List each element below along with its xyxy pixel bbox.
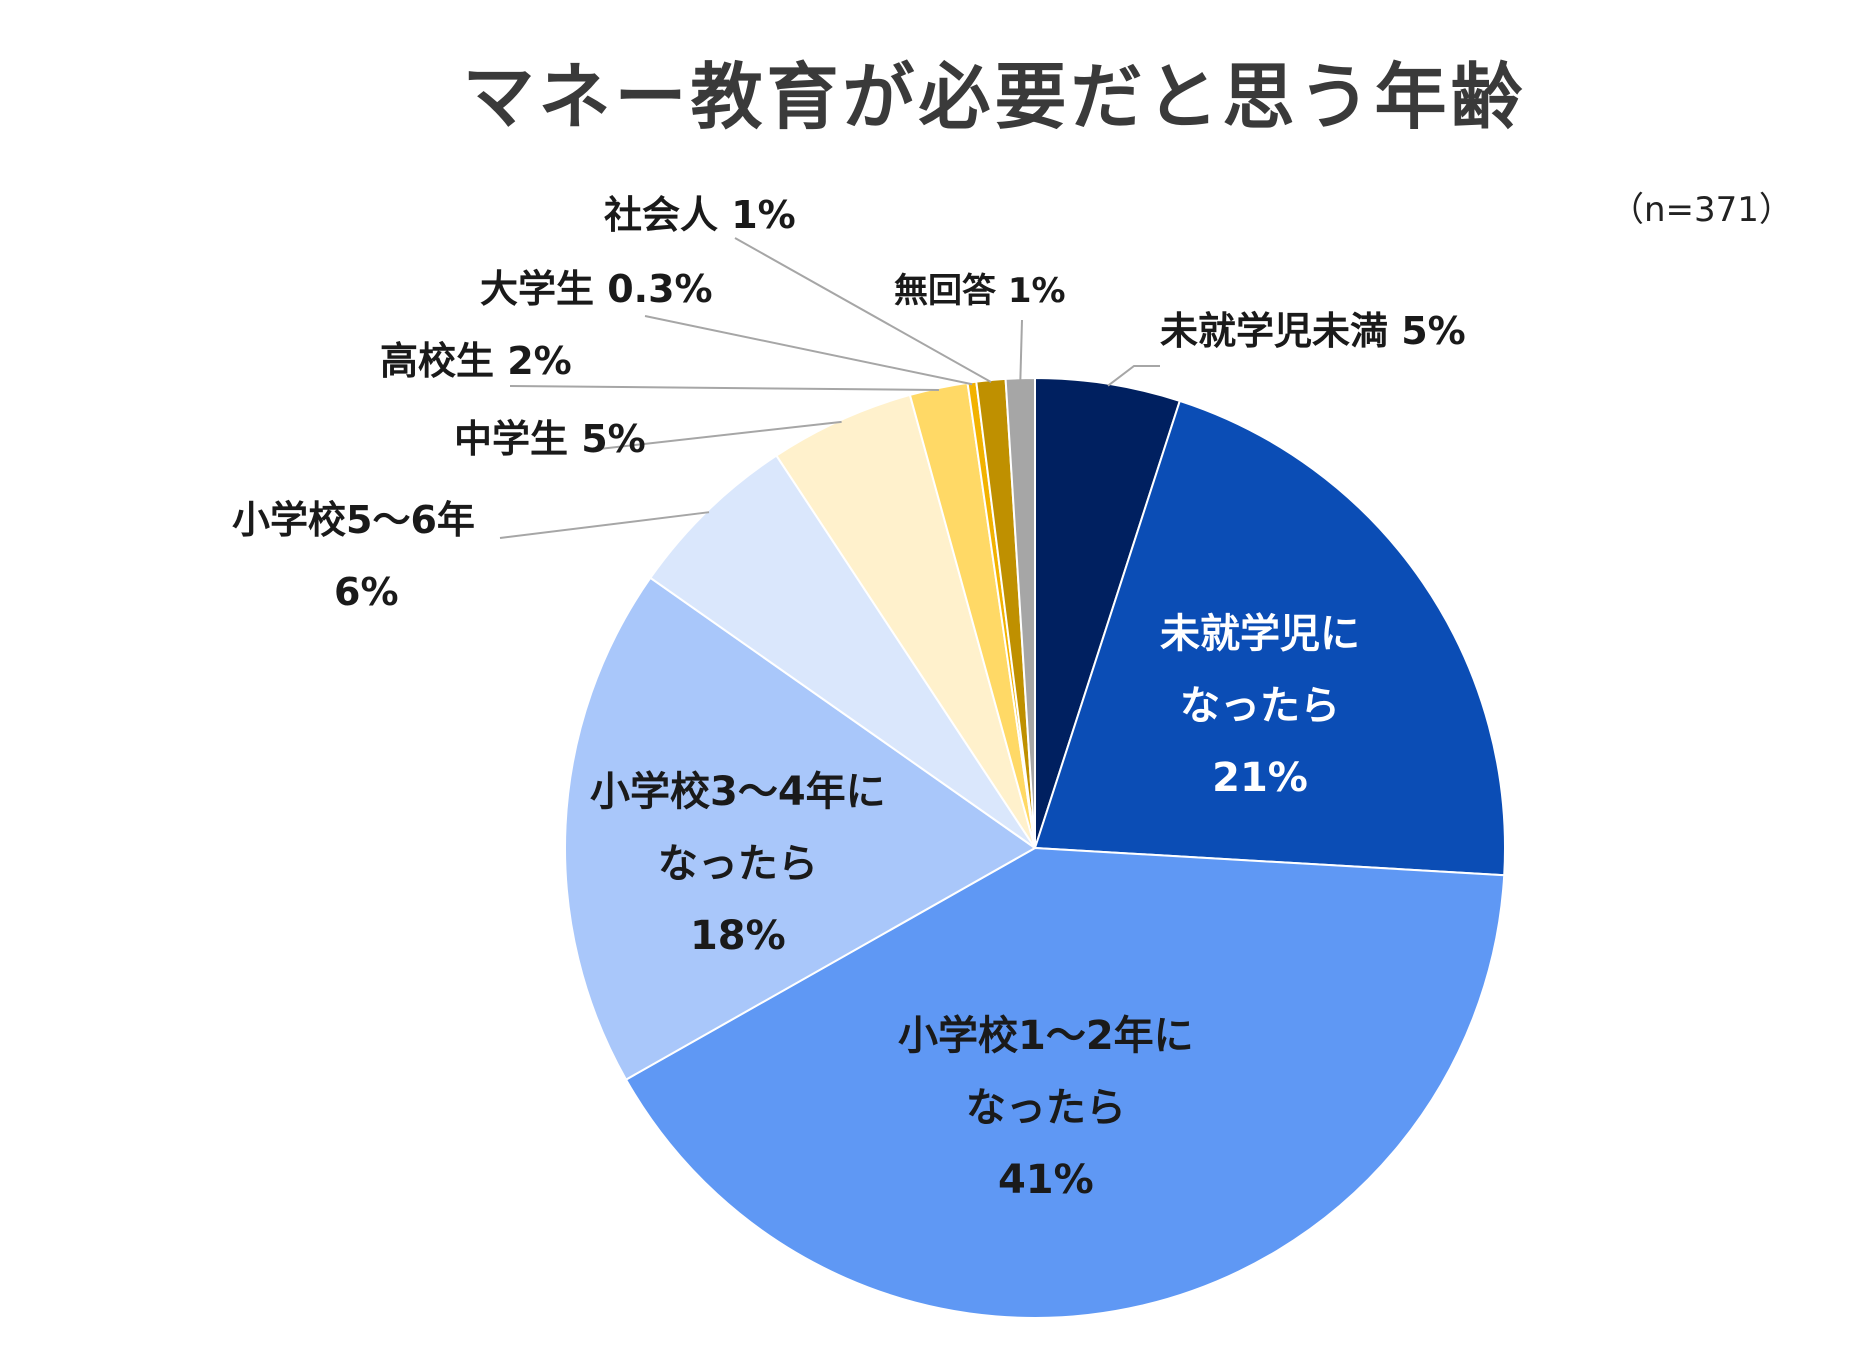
slice-label-no-answer: 無回答 1% (894, 271, 1066, 311)
slice-label-grade-3-4: 小学校3～4年に なったら 18% (590, 769, 886, 959)
pie-slice-grade-3-4 (564, 576, 1037, 1081)
pie-slice-before-preschool (1034, 376, 1182, 849)
slice-label-high-school: 高校生 2% (380, 339, 572, 383)
slice-label-junior-high: 中学生 5% (454, 417, 646, 461)
pie-slices (564, 376, 1506, 1319)
slice-label-before-preschool: 未就学児未満 5% (1160, 309, 1466, 353)
slice-label-grade-1-2: 小学校1～2年に なったら 41% (898, 1013, 1194, 1203)
leader-line-junior-high (589, 420, 842, 451)
leader-line-no-answer (1019, 319, 1023, 381)
pie-slice-preschool-entry (1033, 399, 1506, 877)
pie-slice-grade-1-2 (624, 846, 1506, 1319)
leader-line-before-preschool (1107, 365, 1160, 387)
sample-size-note: （n=371） (1610, 190, 1793, 230)
leader-lines (499, 237, 1160, 539)
leader-line-working-adult (734, 237, 992, 383)
chart-title: マネー教育が必要だと思う年齢 (462, 55, 1527, 139)
leader-line-high-school (509, 385, 939, 391)
slice-label-grade-5-6: 小学校5～6年 6% (232, 498, 475, 614)
leader-line-grade-5-6 (499, 511, 710, 539)
pie-slice-grade-5-6 (649, 454, 1036, 849)
slice-label-university: 大学生 0.3% (480, 267, 713, 311)
slice-label-working-adult: 社会人 1% (604, 193, 796, 237)
pie-slice-junior-high (775, 393, 1036, 849)
leader-line-university (644, 315, 973, 386)
slice-label-preschool-entry: 未就学児に なったら 21% (1160, 611, 1360, 801)
